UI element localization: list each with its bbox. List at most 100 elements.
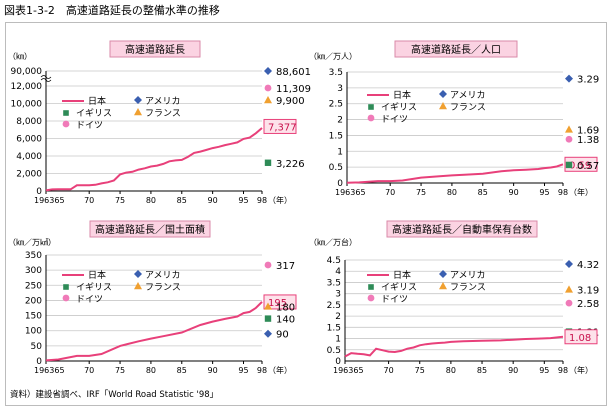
legend-germany-icon: [62, 120, 70, 128]
legend-label: ドイツ: [381, 295, 408, 305]
y-tick-label: 50: [31, 342, 43, 352]
point-1998-france: [565, 125, 573, 133]
x-tick-label: 80: [446, 366, 456, 375]
point-1998-usa: [264, 329, 272, 338]
y-tick-label: 4: [335, 267, 341, 277]
y-tick-label: 0.5: [327, 346, 341, 356]
x-tick-label: 75: [416, 188, 426, 197]
data-label-uk: 0.57: [577, 161, 599, 172]
y-tick-label: 2,000: [16, 170, 42, 180]
x-tick-label: 85: [478, 188, 488, 197]
point-1998-germany: [565, 299, 573, 307]
point-1998-uk: [565, 161, 573, 169]
y-tick-label: 2.5: [329, 100, 343, 110]
y-tick-label: 0: [337, 179, 343, 189]
legend-label: フランス: [450, 102, 486, 113]
data-label-uk: 140: [276, 315, 295, 326]
legend-usa-icon: [134, 96, 142, 104]
x-tick-label: 80: [146, 196, 156, 205]
y-tick-label: 6,000: [16, 135, 42, 145]
data-label-germany: 1.38: [577, 135, 599, 146]
data-label-japan: 7,377: [268, 122, 297, 133]
series-line-japan: [346, 163, 564, 184]
data-label-usa: 90: [276, 330, 289, 341]
legend-label: 日本: [393, 89, 411, 101]
data-label-germany: 11,309: [276, 84, 311, 95]
y-tick-label: 12,000: [11, 82, 43, 92]
legend-uk-icon: [63, 110, 69, 116]
y-tick-label: 4,000: [16, 152, 42, 162]
data-label-box-japan: [564, 329, 598, 345]
legend-usa-icon: [439, 270, 447, 278]
legend-label: 日本: [393, 269, 411, 281]
x-tick-label: 196365: [335, 188, 366, 197]
x-axis-year-label: （年）: [569, 365, 593, 375]
data-label-box-japan: [564, 156, 598, 172]
legend-label: フランス: [145, 282, 181, 293]
legend-label: アメリカ: [145, 270, 181, 281]
y-axis-unit-label: （㎞）: [8, 52, 32, 61]
legend-label: イギリス: [76, 108, 112, 119]
point-1998-usa: [264, 67, 272, 75]
x-tick-label: 196365: [34, 196, 65, 205]
x-tick-label: 90: [208, 366, 218, 375]
data-label-germany: 2.58: [577, 299, 599, 310]
legend-france-icon: [134, 282, 142, 290]
y-tick-label: 2.5: [327, 301, 341, 311]
point-1998-usa: [565, 260, 573, 269]
data-label-uk: 3,226: [276, 159, 305, 170]
legend-label: フランス: [145, 108, 181, 119]
chart-title: 高速道路延長／人口: [411, 43, 501, 56]
point-1998-france: [565, 285, 573, 293]
y-tick-label: 200: [25, 296, 42, 306]
legend-uk-icon: [368, 284, 374, 290]
legend-label: アメリカ: [450, 90, 486, 101]
legend-germany-icon: [367, 294, 375, 302]
y-tick-label: 10,000: [11, 100, 43, 110]
y-tick-label: 3.5: [329, 68, 343, 78]
source-note: 資料）建設省調べ、IRF「World Road Statistic '98」: [10, 390, 219, 400]
y-tick-label: 3: [337, 84, 343, 94]
legend-label: イギリス: [76, 282, 112, 293]
data-label-france: 1.69: [577, 125, 599, 136]
y-tick-label: 0: [335, 357, 341, 367]
y-tick-label: 4.5: [327, 256, 341, 266]
legend-france-icon: [134, 108, 142, 116]
chart-title-box: [109, 40, 201, 58]
legend-usa-icon: [439, 90, 447, 98]
y-tick-label: 1: [337, 147, 343, 157]
x-tick-label: 90: [208, 196, 218, 205]
series-line-japan: [344, 335, 564, 358]
x-tick-label: 90: [509, 188, 519, 197]
point-1998-usa: [565, 74, 573, 83]
x-tick-label: 98: [558, 188, 568, 197]
point-1998-france: [264, 96, 272, 104]
legend-label: ドイツ: [76, 295, 103, 305]
chart-title-box: [386, 220, 538, 238]
x-tick-label: 75: [115, 366, 125, 375]
x-axis-year-label: （年）: [569, 187, 593, 197]
chart-panel-length: 高速道路延長 （㎞） 0 2,000 4,000 6,000 8,000 10,000 12,0…: [8, 40, 311, 205]
data-label-japan: 1.08: [569, 333, 591, 344]
data-label-japan: 0.59: [569, 160, 591, 171]
chart-panel-per-vehicle: 高速道路延長／自動車保有台数 （㎞／万台） 00.51 1.522.53 3.544.5…: [309, 220, 599, 375]
data-label-box-japan: [263, 118, 297, 134]
y-tick-label: 1.5: [329, 131, 343, 141]
legend-label: 日本: [88, 95, 106, 107]
data-label-box-japan: [263, 294, 297, 310]
point-1998-uk: [264, 315, 272, 322]
chart-panel-per-population: 高速道路延長／人口 （㎞／万人） 0 0.5 1 1.5 2 2.5 3 3.5 196365 70 7…: [309, 40, 599, 197]
legend-label: イギリス: [381, 282, 417, 293]
point-1998-uk: [264, 159, 272, 166]
chart-title: 高速道路延長／自動車保有台数: [392, 223, 532, 236]
y-tick-label: 100: [25, 327, 42, 337]
data-label-usa: 3.29: [577, 75, 599, 86]
x-tick-label: 196365: [333, 366, 364, 375]
legend-uk-icon: [63, 284, 69, 290]
x-tick-label: 70: [384, 366, 394, 375]
x-tick-label: 98: [558, 366, 568, 375]
point-1998-germany: [264, 84, 272, 92]
x-tick-label: 98: [257, 196, 267, 205]
legend-label: アメリカ: [145, 96, 181, 107]
x-tick-label: 196365: [34, 366, 65, 375]
